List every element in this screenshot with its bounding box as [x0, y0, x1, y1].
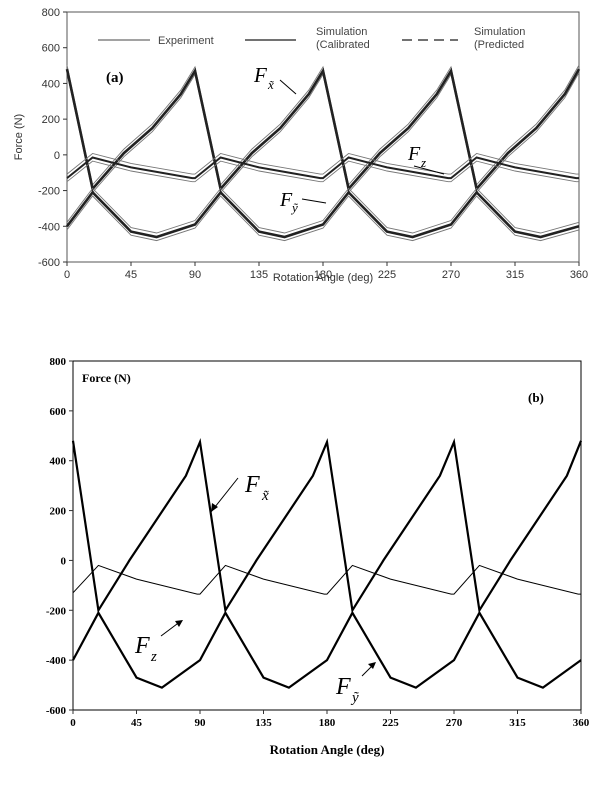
series-line-thin [66, 195, 580, 242]
series-line [65, 190, 580, 239]
x-tick-label: 360 [570, 269, 588, 281]
y-tick-label: 800 [50, 356, 67, 368]
series-line-thin [66, 187, 580, 234]
x-tick-label: 315 [509, 717, 526, 729]
y-tick-label: -600 [38, 257, 60, 269]
y-tick-label: 600 [50, 406, 67, 418]
series-line [71, 437, 583, 614]
curve-annotation-fx-a: F x̃ [253, 63, 297, 95]
curve-label-sub: z [150, 649, 157, 665]
legend-label-experiment: Experiment [158, 35, 214, 47]
x-tick-label: 90 [195, 717, 207, 729]
x-tick-label: 0 [64, 269, 70, 281]
x-tick-label: 180 [319, 717, 336, 729]
curve-label-sub: x̃ [261, 488, 269, 504]
annotation-arrow [279, 79, 297, 95]
curve-label-main: F [279, 189, 293, 211]
x-tick-label: 225 [382, 717, 399, 729]
curve-annotation-fy-b: F ỹ [335, 662, 376, 706]
series-lines-a [65, 64, 581, 242]
panel-label-b: (b) [528, 390, 544, 405]
annotation-arrowhead [175, 620, 183, 627]
y-ticks-b: -600 -400 -200 0 200 400 600 800 [46, 356, 73, 717]
curve-label-sub: z [420, 155, 426, 170]
x-axis-label-a: Rotation Angle (deg) [273, 272, 373, 284]
series-line [65, 67, 581, 192]
y-axis-label-a: Force (N) [13, 114, 25, 160]
y-tick-label: 400 [50, 456, 67, 468]
legend-label-predicted: Simulation (Predicted [474, 26, 525, 51]
x-tick-label: 360 [573, 717, 590, 729]
chart-panel-b: -600 -400 -200 0 200 400 600 800 0 45 90 135 180 225… [46, 356, 590, 757]
annotation-arrow [413, 165, 445, 175]
annotation-arrowhead [211, 503, 218, 512]
x-tick-label: 135 [250, 269, 268, 281]
series-line [72, 610, 582, 689]
x-ticks-a: 0 45 90 135 180 225 270 315 360 [64, 262, 588, 281]
y-ticks-a: -600 -400 -200 0 200 400 600 800 [38, 7, 67, 269]
x-ticks-b: 0 45 90 135 180 225 270 315 360 [70, 710, 590, 729]
x-tick-label: 0 [70, 717, 76, 729]
x-tick-label: 90 [189, 269, 201, 281]
x-axis-label-b: Rotation Angle (deg) [270, 742, 385, 757]
series-line-thin [66, 64, 580, 186]
curve-label-main: F [335, 674, 351, 700]
y-tick-label: 800 [42, 7, 60, 19]
curve-label-main: F [244, 472, 260, 498]
y-tick-label: -400 [38, 221, 60, 233]
y-tick-label: -400 [46, 655, 67, 667]
x-tick-label: 270 [442, 269, 460, 281]
curve-annotation-fy-a: F ỹ [279, 189, 327, 215]
y-tick-label: 600 [42, 43, 60, 55]
x-tick-label: 270 [446, 717, 463, 729]
x-tick-label: 180 [314, 269, 332, 281]
series-line-thin [66, 153, 579, 175]
y-tick-label: -200 [46, 605, 67, 617]
curve-label-sub: ỹ [350, 690, 359, 706]
y-tick-label: 400 [42, 78, 60, 90]
curve-annotation-fz-b: F z [134, 620, 183, 665]
curve-annotation-fx-b: F x̃ [210, 472, 269, 513]
series-lines-b [71, 437, 583, 689]
curve-label-sub: x̃ [267, 77, 275, 92]
series-line [66, 156, 579, 180]
legend-a: Experiment Simulation (Calibrated Simulat… [98, 26, 525, 51]
curve-label-sub: ỹ [290, 200, 299, 215]
y-tick-label: 200 [42, 114, 60, 126]
y-tick-label: -200 [38, 186, 60, 198]
annotation-arrowhead [368, 662, 376, 669]
y-tick-label: 0 [54, 150, 60, 162]
y-tick-label: -600 [46, 705, 67, 717]
series-line [72, 564, 581, 595]
curve-label-main: F [253, 63, 267, 87]
curve-label-main: F [134, 633, 150, 659]
curve-annotation-fz-a: F z [407, 143, 445, 175]
x-tick-label: 225 [378, 269, 396, 281]
y-axis-label-b: Force (N) [82, 371, 131, 385]
x-tick-label: 135 [255, 717, 272, 729]
y-tick-label: 200 [50, 506, 67, 518]
chart-panel-a: -600 -400 -200 0 200 400 600 800 0 45 90 135 180 225… [13, 7, 588, 284]
series-line-thin [66, 160, 579, 183]
x-tick-label: 45 [125, 269, 137, 281]
curve-label-main: F [407, 143, 421, 165]
y-tick-label: 0 [61, 555, 67, 567]
legend-label-calibrated: Simulation (Calibrated [316, 26, 370, 51]
x-tick-label: 45 [131, 717, 143, 729]
x-tick-label: 315 [506, 269, 524, 281]
annotation-arrow [301, 198, 327, 204]
panel-label-a: (a) [106, 70, 124, 86]
